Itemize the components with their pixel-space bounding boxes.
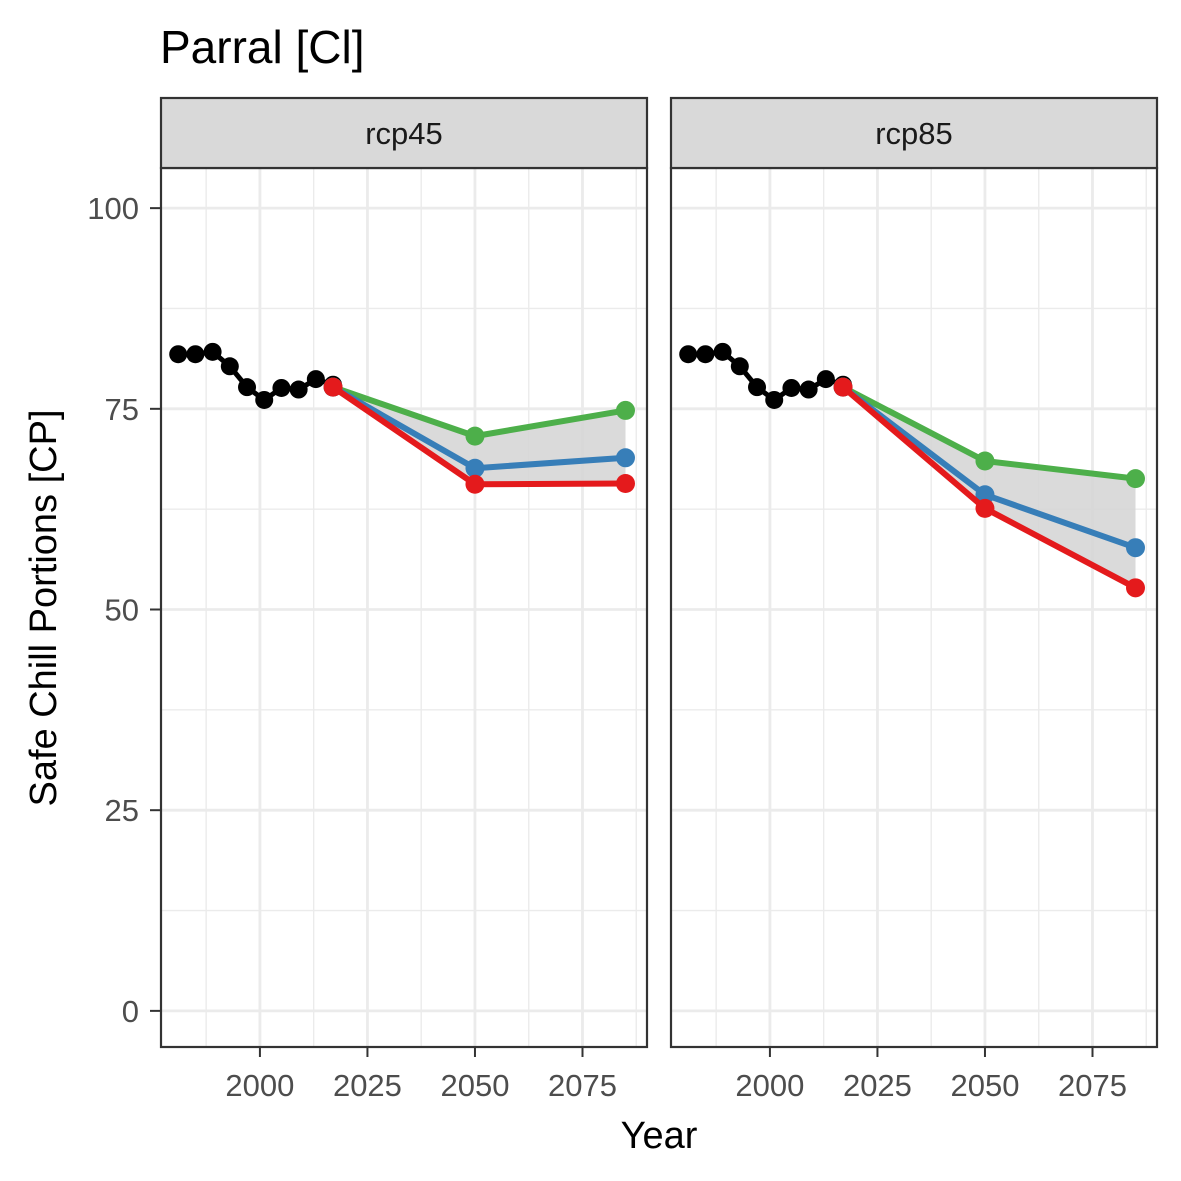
- low-scenario-point: [1125, 578, 1145, 598]
- low-scenario-point: [323, 377, 343, 397]
- y-tick-label: 50: [105, 593, 139, 628]
- historic-point: [220, 357, 239, 376]
- x-tick-label: 2025: [843, 1068, 912, 1103]
- chart-title: Parral [Cl]: [160, 21, 364, 73]
- historic-point: [289, 380, 308, 399]
- high-scenario-point: [975, 451, 995, 471]
- high-scenario-point: [465, 426, 485, 446]
- historic-point: [238, 378, 257, 397]
- median-scenario-point: [465, 458, 485, 478]
- x-tick-label: 2025: [333, 1068, 402, 1103]
- facet-panels: 0 25 50 75 100 rcp45 2000 2025 2050 2075 rcp85 2000…: [87, 96, 1159, 1103]
- historic-point: [255, 390, 274, 409]
- y-tick-label: 100: [87, 191, 139, 226]
- median-scenario-point: [975, 485, 995, 505]
- historic-point: [696, 345, 715, 364]
- historic-point: [203, 342, 222, 361]
- facet-strip: [159, 96, 649, 170]
- panel-background: [671, 168, 1157, 1047]
- x-tick-label: 2000: [735, 1068, 804, 1103]
- x-tick-label: 2050: [950, 1068, 1019, 1103]
- historic-point: [306, 370, 325, 389]
- median-scenario-point: [615, 448, 635, 468]
- x-tick-label: 2075: [548, 1068, 617, 1103]
- low-scenario-point: [975, 498, 995, 518]
- high-scenario-point: [615, 400, 635, 420]
- historic-point: [186, 345, 205, 364]
- facet-strip: [669, 96, 1159, 170]
- y-tick-label: 75: [105, 392, 139, 427]
- low-scenario-point: [833, 377, 853, 397]
- y-tick-label: 0: [122, 994, 139, 1029]
- historic-point: [713, 342, 732, 361]
- historic-point: [765, 390, 784, 409]
- historic-point: [679, 345, 698, 364]
- panel-rcp85: rcp85 2000 2025 2050 2075: [669, 96, 1159, 1103]
- x-tick-label: 2075: [1058, 1068, 1127, 1103]
- x-tick-label: 2000: [225, 1068, 294, 1103]
- historic-point: [816, 370, 835, 389]
- high-scenario-point: [1125, 469, 1145, 489]
- low-scenario-point: [615, 473, 635, 493]
- x-axis-title: Year: [621, 1115, 698, 1157]
- x-tick-label: 2050: [440, 1068, 509, 1103]
- y-axis-title: Safe Chill Portions [CP]: [23, 409, 65, 806]
- panel-background: [161, 168, 647, 1047]
- historic-point: [782, 378, 801, 397]
- historic-point: [748, 378, 767, 397]
- low-scenario-point: [465, 474, 485, 494]
- median-scenario-point: [1125, 538, 1145, 558]
- historic-point: [169, 345, 188, 364]
- historic-point: [272, 378, 291, 397]
- historic-point: [730, 357, 749, 376]
- facet-strip-label: rcp85: [875, 116, 953, 151]
- facet-strip-label: rcp45: [365, 116, 443, 151]
- y-tick-label: 25: [105, 793, 139, 828]
- historic-point: [799, 380, 818, 399]
- panel-rcp45: rcp45 2000 2025 2050 2075: [159, 96, 649, 1103]
